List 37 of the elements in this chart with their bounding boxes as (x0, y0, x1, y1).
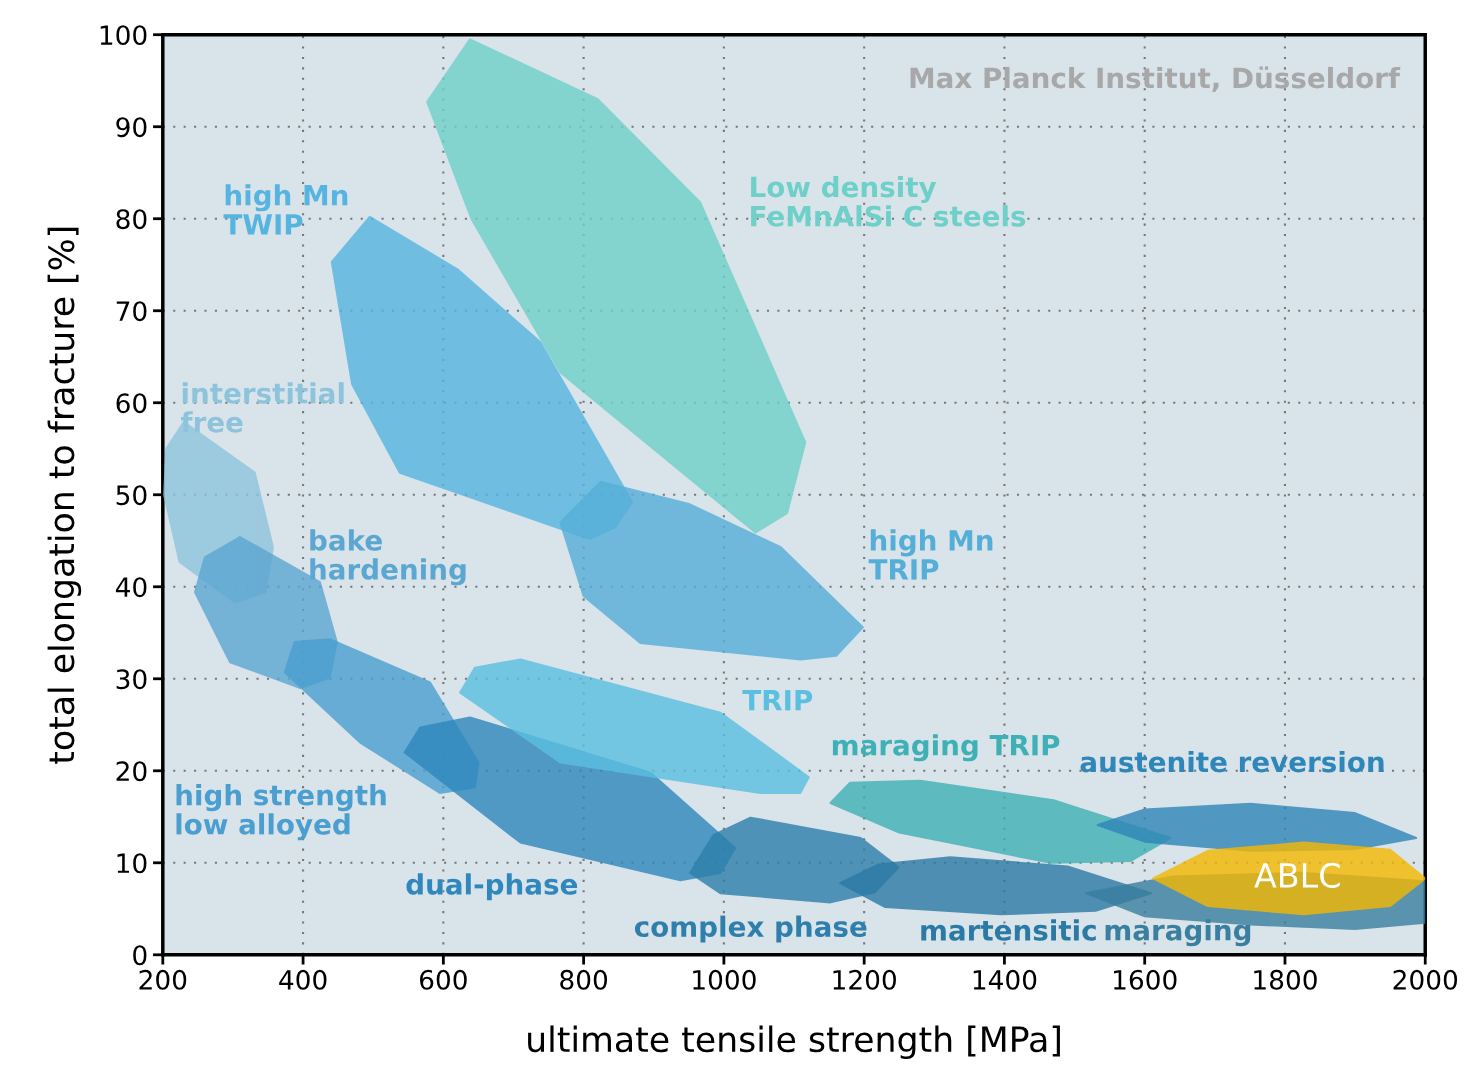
y-tick-label: 80 (116, 209, 147, 230)
series-label: maraging (1105, 919, 1251, 947)
y-tick-label: 30 (116, 669, 147, 690)
series-label: Low density FeMnAlSi C steels (751, 175, 1026, 227)
series-label: dual-phase (406, 873, 578, 901)
y-tick-label: 90 (116, 117, 147, 138)
y-tick-label: 50 (116, 485, 147, 506)
x-tick-label: 1600 (1114, 969, 1177, 990)
y-tick-label: 70 (116, 301, 147, 322)
y-tick-label: 60 (116, 393, 147, 414)
series-label: TRIP (742, 690, 813, 711)
x-tick-label: 600 (420, 969, 467, 990)
series-label: martensitic (921, 919, 1096, 941)
y-tick-label: 10 (117, 853, 147, 874)
x-tick-label: 400 (279, 969, 327, 990)
series-label: ABLC (1254, 862, 1340, 888)
x-axis-title: ultimate tensile strength [MPa] (528, 1025, 1060, 1060)
series-label: bake hardening (310, 529, 466, 586)
x-tick-label: 800 (560, 969, 608, 990)
annotation: Max Planck Institut, Düsseldorf (910, 66, 1401, 92)
series-label: high strength low alloyed (176, 784, 386, 841)
x-tick-label: 200 (139, 969, 187, 990)
y-axis-title: total elongation to fracture [%] (47, 227, 82, 764)
y-tick-label: 100 (100, 25, 147, 46)
series-label: high Mn TWIP (223, 184, 348, 235)
series-label: high Mn TRIP (868, 529, 993, 580)
x-tick-label: 2000 (1393, 969, 1458, 990)
y-tick-label: 0 (133, 945, 147, 966)
x-tick-label: 1400 (973, 969, 1037, 990)
series-label: complex phase (634, 915, 867, 943)
y-tick-label: 40 (115, 577, 147, 598)
series-label: austenite reversion (1080, 750, 1384, 773)
x-tick-label: 1800 (1254, 969, 1317, 990)
x-tick-label: 1000 (693, 969, 756, 990)
series-label: maraging TRIP (832, 734, 1060, 762)
y-tick-label: 20 (116, 761, 147, 782)
x-tick-label: 1200 (833, 969, 896, 990)
